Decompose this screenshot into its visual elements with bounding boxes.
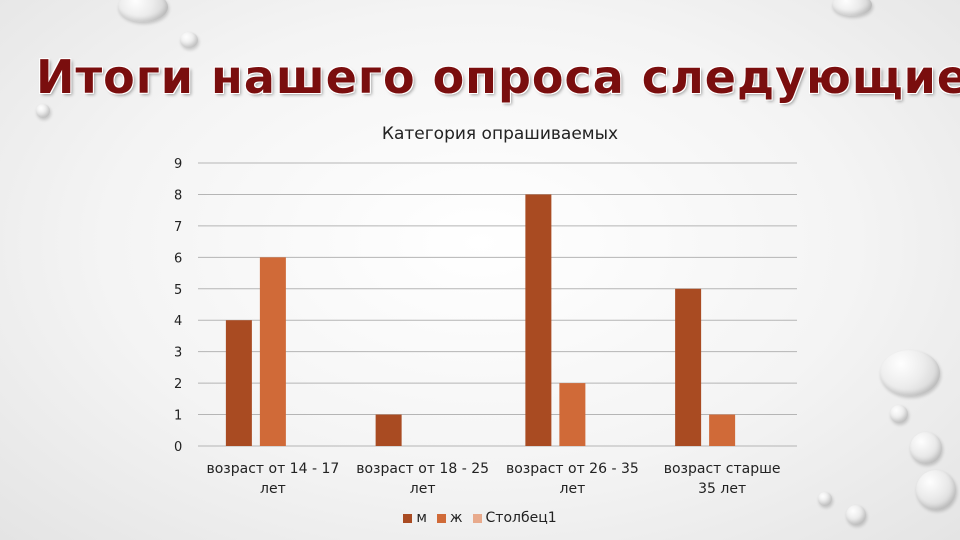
water-drop-decoration <box>118 0 168 22</box>
y-tick-label: 8 <box>174 188 182 203</box>
legend-swatch <box>472 513 482 523</box>
x-tick-label: возраст старше <box>664 461 781 477</box>
y-axis-ticks: 0 1 2 3 4 5 6 7 8 9 <box>174 157 182 455</box>
y-tick-label: 7 <box>174 220 182 235</box>
bars <box>225 194 736 446</box>
bar <box>375 414 402 446</box>
x-axis-ticks: возраст от 14 - 17 лет возраст от 18 - 25 л… <box>206 461 780 497</box>
chart-legend: м ж Столбец1 <box>0 510 960 526</box>
water-drop-decoration <box>818 492 832 506</box>
bar <box>559 383 586 446</box>
x-tick-label: возраст от 14 - 17 <box>206 461 339 477</box>
bar <box>709 414 736 446</box>
bar <box>259 257 286 446</box>
y-tick-label: 9 <box>174 157 182 172</box>
water-drop-decoration <box>910 432 942 464</box>
y-tick-label: 4 <box>174 314 182 329</box>
bar <box>525 194 552 446</box>
legend-label: Столбец1 <box>485 510 557 526</box>
x-tick-label: возраст от 18 - 25 <box>356 461 489 477</box>
water-drop-decoration <box>180 32 198 48</box>
water-drop-decoration <box>880 350 940 396</box>
x-tick-label: лет <box>560 481 586 497</box>
x-tick-label: лет <box>410 481 436 497</box>
legend-label: м <box>416 510 427 526</box>
legend-item: ж <box>436 510 463 526</box>
legend-item: Столбец1 <box>472 510 557 526</box>
water-drop-decoration <box>916 470 956 510</box>
water-drop-decoration <box>846 505 866 525</box>
x-tick-label: 35 лет <box>698 481 746 497</box>
water-drop-decoration <box>880 80 892 92</box>
bar <box>675 288 702 446</box>
water-drop-decoration <box>890 405 908 423</box>
legend-swatch <box>436 513 446 523</box>
water-drop-decoration <box>36 104 50 118</box>
x-tick-label: возраст от 26 - 35 <box>506 461 639 477</box>
y-tick-label: 1 <box>174 409 182 424</box>
y-tick-label: 0 <box>174 440 182 455</box>
chart-title: Категория опрашиваемых <box>381 124 619 144</box>
water-drop-decoration <box>832 0 872 16</box>
gridlines <box>198 162 797 447</box>
y-tick-label: 2 <box>174 377 182 392</box>
bar <box>225 320 252 446</box>
y-tick-label: 5 <box>174 283 182 298</box>
y-tick-label: 3 <box>174 346 182 361</box>
legend-swatch <box>403 513 413 523</box>
x-tick-label: лет <box>260 481 286 497</box>
legend-label: ж <box>449 510 463 526</box>
legend-item: м <box>403 510 427 526</box>
slide-title: Итоги нашего опроса следующие: <box>36 50 960 104</box>
y-tick-label: 6 <box>174 251 182 266</box>
